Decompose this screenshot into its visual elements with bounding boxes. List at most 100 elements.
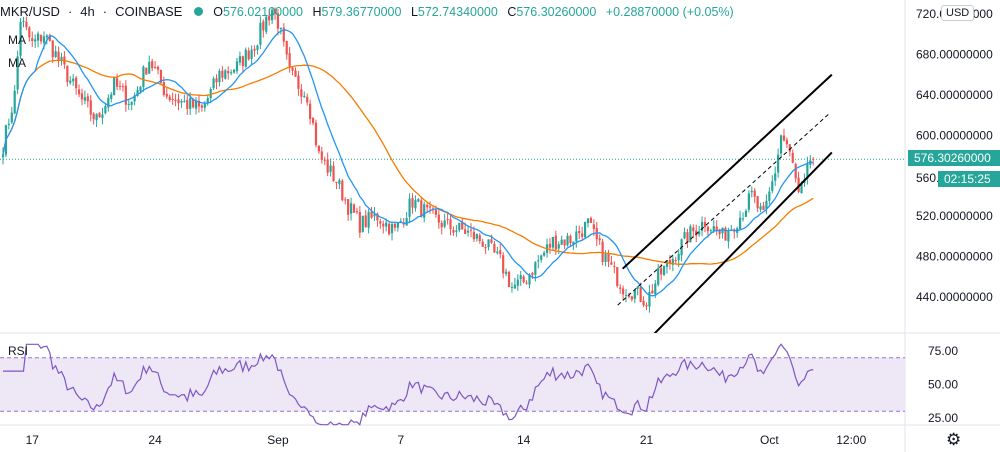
candle-body [662, 266, 666, 275]
candle-body [627, 295, 631, 297]
candle-body [338, 180, 341, 185]
open-value: 576.02100000 [223, 4, 303, 19]
candle-body [709, 230, 712, 232]
candle-body [294, 70, 297, 77]
candle-body [566, 235, 569, 246]
candle-body [671, 258, 674, 265]
candle-body [724, 227, 727, 241]
candle-body [657, 267, 660, 285]
symbol-label[interactable]: MKR/USD [0, 4, 60, 19]
candle-body [168, 96, 171, 101]
candle-body [434, 210, 437, 215]
candle-body [367, 211, 370, 228]
candle-body [177, 99, 180, 104]
high-value: 579.36770000 [321, 4, 402, 19]
candle-body [420, 200, 423, 217]
candle-body [101, 114, 104, 118]
candle-body [537, 260, 540, 262]
candle-body [499, 250, 502, 255]
candle-body [513, 284, 516, 289]
candle-body [162, 82, 165, 95]
close-value: 576.30260000 [516, 4, 597, 19]
candle-body [212, 78, 215, 89]
ma-fast-line [2, 29, 814, 297]
gear-icon[interactable]: ⚙ [946, 430, 962, 449]
candle-body [282, 27, 285, 42]
candle-body [519, 275, 522, 279]
candle-body [452, 229, 455, 233]
candle-body [127, 103, 130, 105]
rsi-axis-label: 75.00 [928, 344, 958, 358]
price-pane[interactable] [0, 7, 905, 341]
candle-body [309, 103, 312, 119]
candle-body [349, 203, 353, 214]
candle-body [113, 76, 116, 96]
candle-body [189, 98, 192, 109]
candle-body [80, 93, 84, 100]
candle-body [271, 9, 274, 21]
candle-body [1, 154, 5, 158]
candle-body [48, 34, 51, 41]
candle-body [98, 112, 101, 118]
candle-body [253, 48, 256, 51]
candle-body [578, 230, 581, 234]
candle-body [382, 223, 385, 227]
candle-body [148, 61, 151, 74]
candle-body [510, 286, 514, 288]
candle-body [273, 8, 277, 14]
interval-label[interactable]: 4h [80, 4, 95, 19]
candle-body [110, 94, 113, 99]
candle-body [572, 241, 575, 245]
candle-body [674, 260, 677, 262]
candle-body [218, 70, 221, 83]
candle-body [115, 78, 119, 87]
ma-fast-label[interactable]: MA [8, 33, 26, 47]
rsi-label[interactable]: RSI [8, 344, 29, 358]
candle-body [624, 295, 628, 297]
candle-body [215, 78, 218, 83]
candle-body [347, 199, 350, 215]
candle-body [668, 259, 671, 264]
candle-body [341, 180, 344, 201]
price-axis-label: 440.00000000 [916, 290, 993, 304]
currency-badge[interactable]: USD [941, 5, 975, 21]
candle-body [744, 210, 748, 217]
candle-body [361, 215, 364, 232]
candle-body [92, 113, 95, 120]
candle-body [262, 21, 265, 31]
candle-body [759, 206, 762, 210]
candle-body [206, 98, 209, 104]
candle-body [194, 101, 198, 109]
candle-body [186, 99, 189, 109]
candle-body [77, 89, 81, 95]
candle-body [303, 95, 306, 97]
ma-slow-label[interactable]: MA [8, 56, 26, 70]
candle-body [174, 99, 177, 101]
candle-body [554, 235, 557, 250]
candle-body [317, 145, 320, 152]
time-axis-label: 24 [148, 433, 162, 447]
candle-body [54, 51, 57, 58]
chart-header: MKR/USD · 4h · COINBASE O576.02100000 H5… [0, 4, 740, 19]
price-axis-label: 480.00000000 [916, 250, 993, 264]
rsi-line [3, 343, 814, 426]
candle-body [396, 222, 399, 228]
candle-body [355, 211, 359, 213]
candle-body [344, 199, 347, 201]
candle-body [145, 67, 148, 75]
bar-countdown-tag: 02:15:25 [938, 171, 1000, 187]
candle-body [332, 165, 335, 182]
candle-body [660, 268, 663, 275]
candle-body [16, 56, 19, 90]
candle-body [414, 200, 417, 209]
time-axis-label: 14 [517, 433, 531, 447]
candle-body [534, 262, 537, 275]
candle-body [203, 103, 206, 108]
candle-body [28, 27, 31, 38]
candle-body [484, 247, 487, 249]
candle-body [455, 230, 458, 232]
price-axis-label: 520.00000000 [916, 209, 993, 223]
time-axis-label: Sep [267, 433, 289, 447]
candle-body [326, 159, 329, 173]
